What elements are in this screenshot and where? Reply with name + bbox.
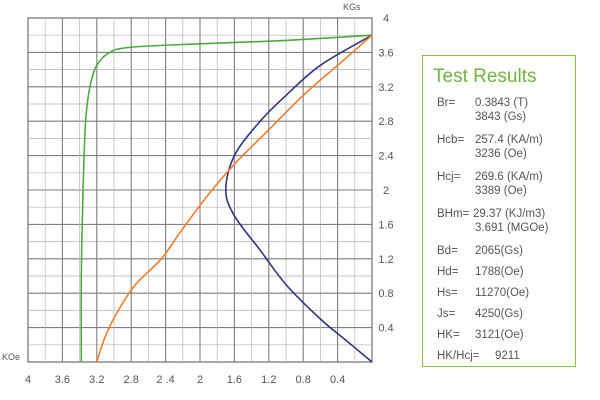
x-tick-label: 2 .4: [156, 374, 174, 386]
y-tick-label: 2: [383, 185, 389, 197]
result-label: HK/Hcj=: [437, 350, 480, 362]
x-tick-label: 2.8: [124, 374, 139, 386]
result-value: 2065(Gs): [475, 245, 523, 257]
x-tick-label: 0.8: [296, 374, 311, 386]
result-value: 0.3843 (T): [475, 97, 529, 109]
result-value-secondary: 3.691 (MGOe): [475, 222, 549, 234]
x-tick-label: 2: [197, 374, 203, 386]
result-label: Br=: [437, 97, 456, 109]
result-value: 1788(Oe): [475, 266, 524, 278]
series-line-1: [224, 34, 373, 363]
result-label: BHm=: [437, 208, 470, 220]
result-value-secondary: 3236 (Oe): [475, 148, 527, 160]
x-tick-label: 1.6: [227, 374, 242, 386]
result-row: HK/Hcj= 9211: [437, 349, 520, 363]
series-line-2: [96, 34, 373, 363]
result-row: Js= 4250(Gs): [437, 307, 523, 321]
result-value: 9211: [495, 350, 520, 362]
result-value: 257.4 (KA/m): [475, 134, 543, 146]
series-line-0: [80, 34, 373, 363]
result-row: HK= 3121(Oe): [437, 328, 524, 342]
y-tick-label: 1.2: [378, 254, 393, 266]
y-tick-label: 4: [383, 13, 389, 25]
test-results-title: Test Results: [433, 66, 537, 87]
y-tick-label: 1.6: [378, 219, 393, 231]
result-label: Bd=: [437, 245, 458, 257]
x-tick-label: 3.2: [89, 374, 104, 386]
y-axis-ticks: 4 3.6 3.2 2.8 2.4 2 1.6 1.2 0.8 0.4: [378, 13, 393, 335]
result-row: Hcb= 257.4 (KA/m) 3236 (Oe): [437, 133, 543, 160]
result-label: Hcb=: [437, 134, 465, 146]
result-label: Hd=: [437, 266, 459, 278]
result-label: Hcj=: [437, 171, 461, 183]
y-axis-unit-label: KGs: [343, 2, 361, 12]
y-tick-label: 2.8: [378, 116, 393, 128]
result-row: Hs= 11270(Oe): [437, 286, 529, 300]
result-label: Js=: [437, 308, 456, 320]
result-value: 3121(Oe): [475, 329, 524, 341]
y-tick-label: 0.8: [378, 288, 393, 300]
x-axis-ticks: 4 3.6 3.2 2.8 2 .4 2 1.6 1.2 0.8 0.4: [25, 374, 345, 386]
result-value: 29.37 (KJ/m3): [473, 208, 546, 220]
result-label: Hs=: [437, 287, 458, 299]
x-tick-label: 0.4: [330, 374, 345, 386]
chart-grid: [27, 17, 373, 363]
result-value-secondary: 3389 (Oe): [475, 185, 527, 197]
result-row: BHm= 29.37 (KJ/m3) 3.691 (MGOe): [437, 207, 549, 234]
test-results-panel: Test Results Br= 0.3843 (T) 3843 (Gs) Hcb= 2…: [422, 55, 576, 367]
result-value: 4250(Gs): [475, 308, 523, 320]
y-tick-label: 3.2: [378, 82, 393, 94]
result-row: Br= 0.3843 (T) 3843 (Gs): [437, 96, 528, 123]
x-tick-label: 4: [25, 374, 31, 386]
x-axis-unit-label: KOe: [2, 352, 20, 362]
x-tick-label: 3.6: [55, 374, 70, 386]
result-value: 11270(Oe): [475, 287, 530, 299]
result-label: HK=: [437, 329, 460, 341]
x-tick-label: 1.2: [261, 374, 276, 386]
result-row: Bd= 2065(Gs): [437, 244, 523, 258]
y-tick-label: 0.4: [378, 323, 393, 335]
chart-series: [80, 34, 373, 363]
y-tick-label: 2.4: [378, 151, 393, 163]
y-tick-label: 3.6: [378, 47, 393, 59]
result-value: 269.6 (KA/m): [475, 171, 543, 183]
result-row: Hcj= 269.6 (KA/m) 3389 (Oe): [437, 170, 543, 197]
result-row: Hd= 1788(Oe): [437, 265, 524, 279]
result-value-secondary: 3843 (Gs): [475, 111, 527, 123]
